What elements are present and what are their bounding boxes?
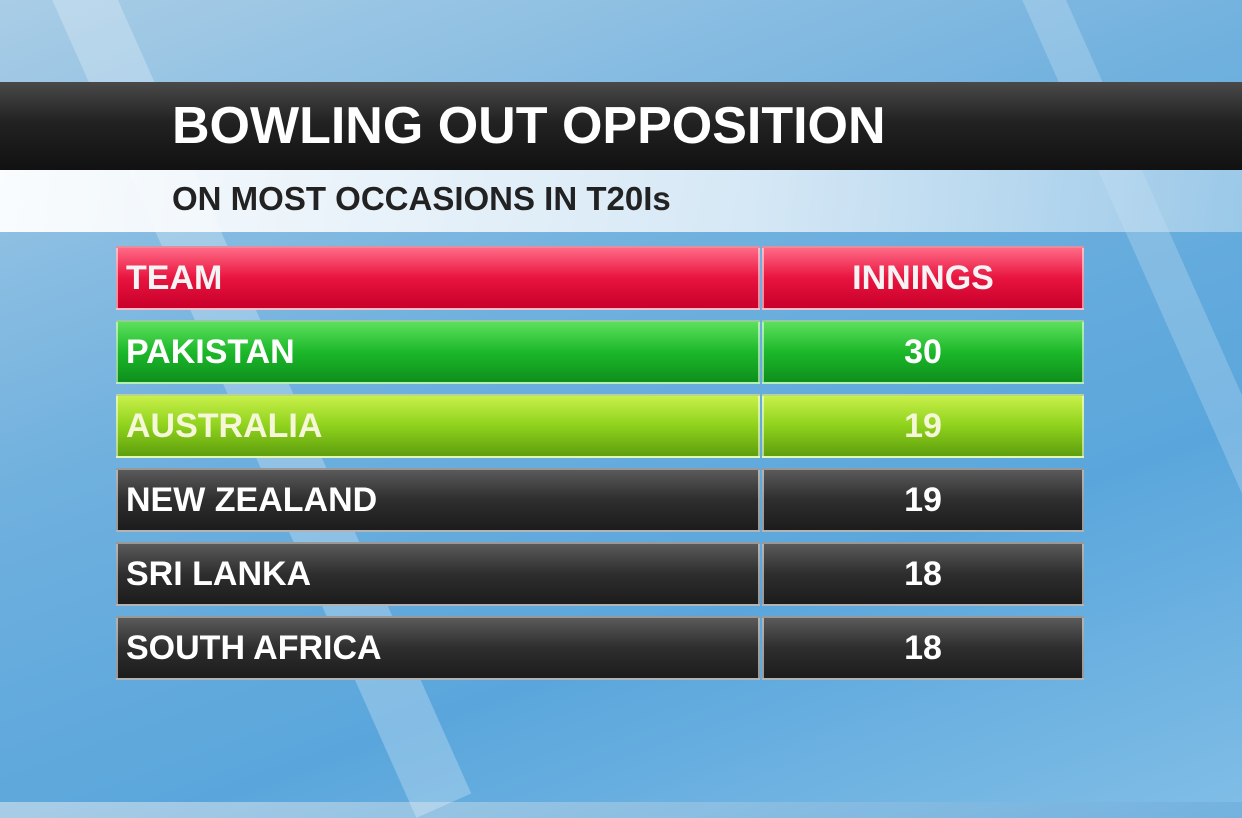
innings-cell: 30 [762,320,1084,384]
column-header: INNINGS [762,246,1084,310]
column-header: TEAM [116,246,760,310]
innings-cell: 19 [762,394,1084,458]
innings-cell: 18 [762,616,1084,680]
team-cell: PAKISTAN [116,320,760,384]
subtitle-bar [0,170,1242,232]
innings-cell: 18 [762,542,1084,606]
team-cell: SOUTH AFRICA [116,616,760,680]
subtitle: ON MOST OCCASIONS IN T20Is [172,180,671,217]
title: BOWLING OUT OPPOSITION [172,97,886,155]
team-cell: NEW ZEALAND [116,468,760,532]
title-bar [0,82,1242,170]
team-cell: SRI LANKA [116,542,760,606]
team-cell: AUSTRALIA [116,394,760,458]
innings-cell: 19 [762,468,1084,532]
